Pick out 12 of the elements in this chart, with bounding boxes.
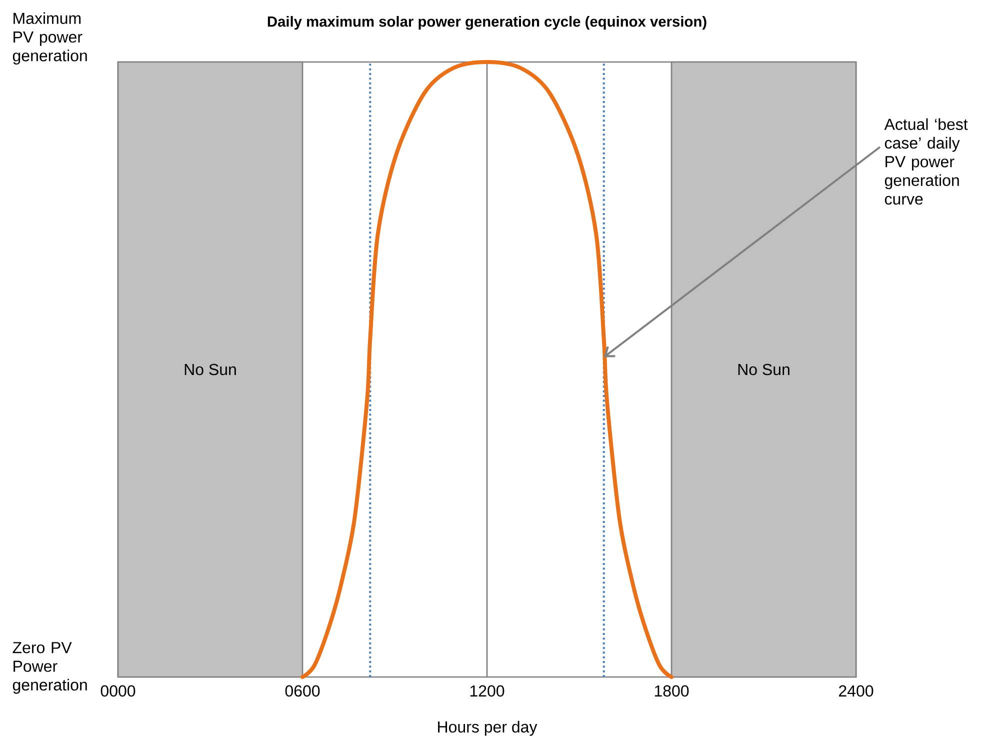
x-tick-label: 1800 <box>654 685 689 697</box>
x-tick-label: 2400 <box>839 685 874 697</box>
annotation: Actual ‘best case’ daily PV power generation curve <box>884 118 968 205</box>
band-label: No Sun <box>738 364 790 376</box>
x-axis-title: Hours per day <box>438 720 538 736</box>
text: Maximum PV power generation <box>12 12 87 65</box>
chart-title: Daily maximum solar power generation cycle (equinox version) <box>268 16 706 30</box>
x-tick-label: 1200 <box>470 685 504 697</box>
x-tick-label: 0600 <box>285 685 320 697</box>
band-label: No Sun <box>184 364 236 376</box>
text: Zero PV Power generation <box>12 642 87 694</box>
x-tick-label: 0000 <box>100 685 136 697</box>
